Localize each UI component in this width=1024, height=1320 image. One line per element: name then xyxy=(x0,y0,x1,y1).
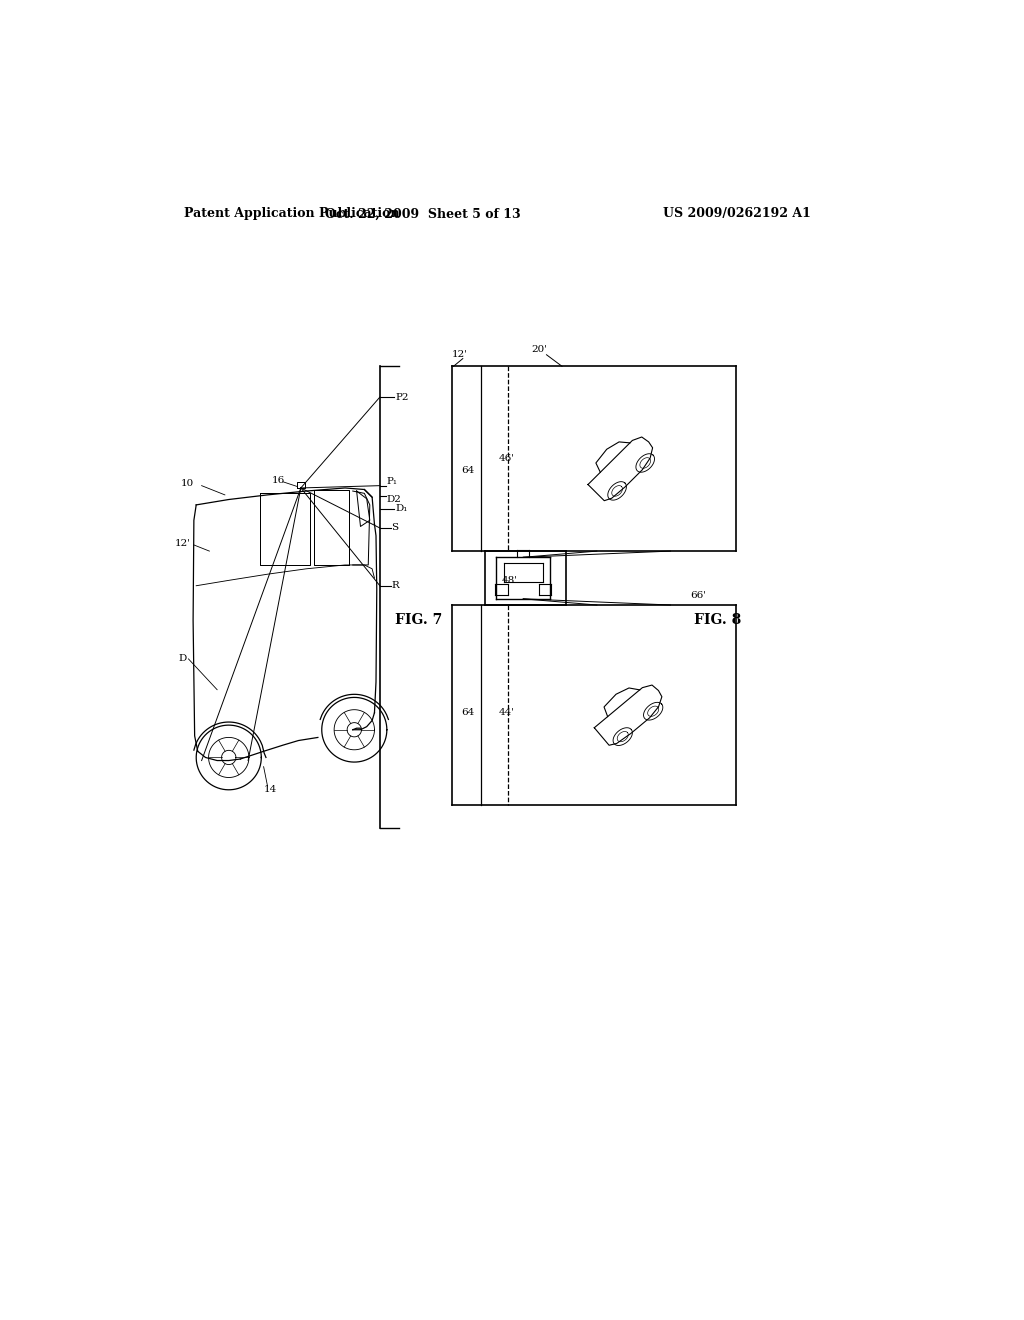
Text: 16: 16 xyxy=(271,475,285,484)
Text: 10: 10 xyxy=(180,479,194,488)
Text: 20': 20' xyxy=(531,345,547,354)
Text: FIG. 8: FIG. 8 xyxy=(693,614,741,627)
Text: P2: P2 xyxy=(395,392,409,401)
Text: D₁: D₁ xyxy=(395,504,408,513)
Text: 48': 48' xyxy=(502,576,517,585)
Text: 12': 12' xyxy=(452,350,468,359)
Text: FIG. 7: FIG. 7 xyxy=(395,614,442,627)
Text: 46': 46' xyxy=(499,454,514,463)
Text: 12': 12' xyxy=(174,539,190,548)
Text: D2: D2 xyxy=(387,495,401,504)
Text: 44': 44' xyxy=(499,709,514,717)
Text: S: S xyxy=(391,524,398,532)
Text: 64: 64 xyxy=(461,709,474,717)
Text: 66': 66' xyxy=(690,591,706,601)
Text: Oct. 22, 2009  Sheet 5 of 13: Oct. 22, 2009 Sheet 5 of 13 xyxy=(325,207,520,220)
Text: 14: 14 xyxy=(263,785,276,795)
Text: D: D xyxy=(178,655,186,664)
Text: US 2009/0262192 A1: US 2009/0262192 A1 xyxy=(663,207,811,220)
Text: 64: 64 xyxy=(461,466,474,475)
Text: P₁: P₁ xyxy=(387,478,398,486)
Text: Patent Application Publication: Patent Application Publication xyxy=(183,207,399,220)
Text: R: R xyxy=(391,581,399,590)
